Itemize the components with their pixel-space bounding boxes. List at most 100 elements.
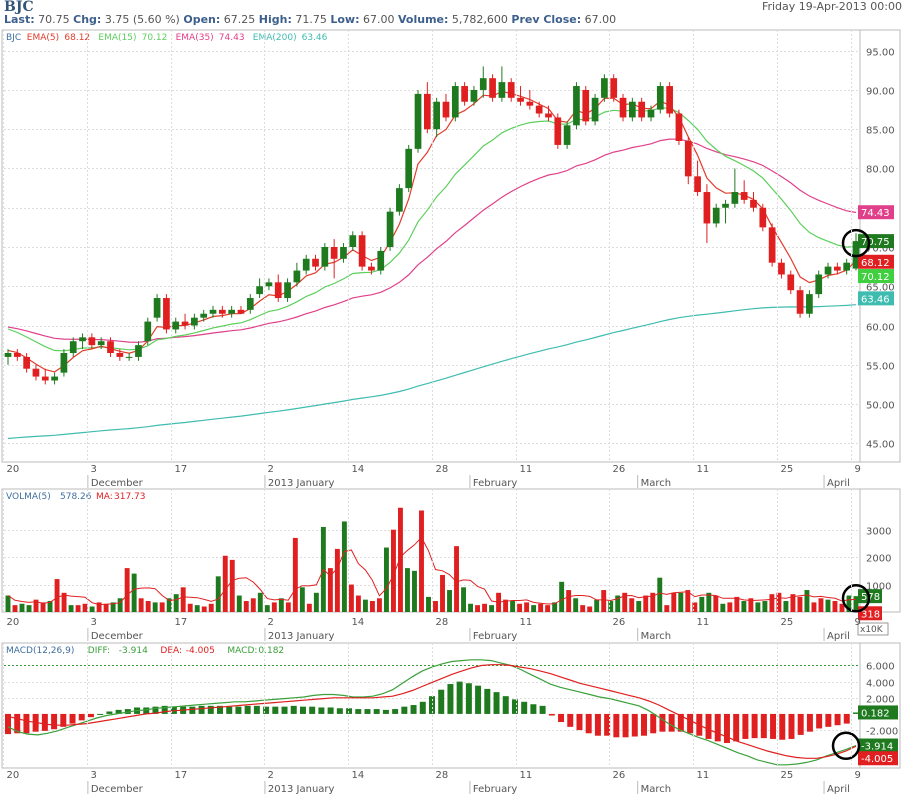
- x-day-label: 3: [91, 464, 97, 475]
- candle-body: [535, 105, 543, 114]
- x-day-label: 11: [520, 617, 533, 628]
- quote-label: Prev Close:: [511, 13, 582, 26]
- volume-bar: [615, 595, 621, 612]
- candle-body: [358, 235, 366, 267]
- volume-bar: [376, 598, 382, 612]
- legend-value: -3.914: [119, 646, 148, 656]
- quote-label: High:: [258, 13, 292, 26]
- candle-body: [69, 341, 77, 353]
- volume-bar: [187, 603, 193, 612]
- symbol-title: BJC: [4, 0, 34, 15]
- volume-bar: [790, 594, 796, 612]
- volume-bar: [166, 598, 172, 612]
- macd-histogram-bar: [742, 713, 749, 739]
- x-month-label: December: [91, 784, 144, 795]
- macd-histogram-bar: [69, 713, 76, 724]
- x-day-label: 17: [175, 770, 188, 781]
- macd-histogram-bar: [705, 713, 712, 739]
- volume-bar: [145, 601, 151, 612]
- candle-body: [489, 78, 496, 98]
- candle-body: [405, 148, 413, 189]
- macd-histogram-bar: [299, 706, 306, 714]
- macd-histogram-bar: [613, 713, 620, 738]
- candle-body: [51, 376, 58, 381]
- candle-body: [302, 258, 310, 271]
- volume-bar: [510, 601, 516, 612]
- candle-body: [274, 282, 282, 299]
- volume-bar: [89, 606, 95, 612]
- macd-histogram-bar: [641, 713, 647, 736]
- volume-bar: [341, 521, 347, 612]
- candle-body: [116, 353, 124, 357]
- macd-histogram-bar: [659, 713, 666, 732]
- highlight-circle: [841, 584, 871, 613]
- x-month-label: 2013 January: [268, 784, 335, 795]
- candle-body: [750, 199, 757, 208]
- volume-bar: [208, 603, 214, 612]
- macd-histogram-bar: [161, 705, 168, 714]
- legend-name: BJC: [6, 33, 21, 43]
- candle-body: [722, 203, 729, 208]
- volume-bar: [489, 605, 495, 612]
- candle-body: [265, 282, 273, 287]
- volume-bar: [594, 599, 600, 612]
- volume-bar: [355, 595, 361, 612]
- x-month-label: February: [473, 478, 517, 489]
- candle-body: [125, 356, 133, 358]
- macd-histogram-bar: [41, 713, 48, 731]
- candle-body: [60, 353, 68, 373]
- candle-body: [23, 356, 30, 369]
- y-tick-label: 55.00: [866, 362, 895, 373]
- x-day-label: 25: [781, 770, 794, 781]
- macd-histogram-bar: [226, 706, 233, 714]
- y-tick-label: 2000: [866, 554, 891, 565]
- candle-body: [526, 101, 534, 106]
- price-tag-label: 68.12: [861, 258, 890, 269]
- candle-body: [32, 368, 40, 377]
- volume-bar: [82, 603, 88, 612]
- volume-bar: [12, 605, 18, 612]
- candle-body: [684, 141, 692, 177]
- volume-bar: [285, 602, 291, 612]
- quote-value: 67.00: [584, 13, 617, 26]
- macd-histogram-bar: [23, 713, 30, 734]
- quote-label: Last:: [4, 13, 35, 26]
- macd-histogram-bar: [530, 704, 537, 714]
- volume-bar: [629, 598, 635, 612]
- volume-bar: [440, 574, 445, 612]
- volume-bar: [61, 592, 67, 612]
- macd-histogram-bar: [770, 713, 777, 739]
- volume-bar: [762, 601, 768, 612]
- candle-body: [759, 207, 767, 228]
- candle-body: [591, 97, 599, 122]
- macd-histogram-bar: [438, 689, 445, 714]
- x-day-label: 11: [697, 617, 710, 628]
- legend-value: 63.46: [302, 33, 328, 43]
- volume-bar: [117, 598, 123, 612]
- volume-bar: [103, 603, 109, 612]
- macd-histogram-bar: [152, 706, 159, 714]
- macd-histogram-bar: [87, 713, 94, 718]
- macd-histogram-bar: [364, 709, 371, 714]
- macd-histogram-bar: [419, 701, 426, 714]
- macd-tag-label: -3.914: [861, 742, 893, 753]
- volume-bar: [475, 605, 481, 612]
- candle-body: [563, 125, 571, 145]
- volume-bar: [482, 603, 488, 612]
- x-month-label: March: [641, 478, 671, 489]
- macd-histogram-bar: [115, 709, 122, 714]
- quote-value: 67.00: [363, 13, 395, 26]
- volume-bar: [636, 601, 642, 612]
- candle-body: [107, 341, 114, 353]
- candle-body: [144, 321, 152, 342]
- quote-label: Low:: [330, 13, 360, 26]
- macd-histogram-bar: [327, 707, 334, 714]
- volume-bar: [54, 579, 60, 612]
- macd-histogram-bar: [806, 713, 813, 732]
- macd-tag-label: 0.182: [861, 708, 890, 719]
- macd-histogram-bar: [631, 713, 638, 737]
- volume-bar: [5, 595, 11, 612]
- macd-histogram-bar: [355, 709, 362, 714]
- x-month-label: April: [827, 478, 850, 489]
